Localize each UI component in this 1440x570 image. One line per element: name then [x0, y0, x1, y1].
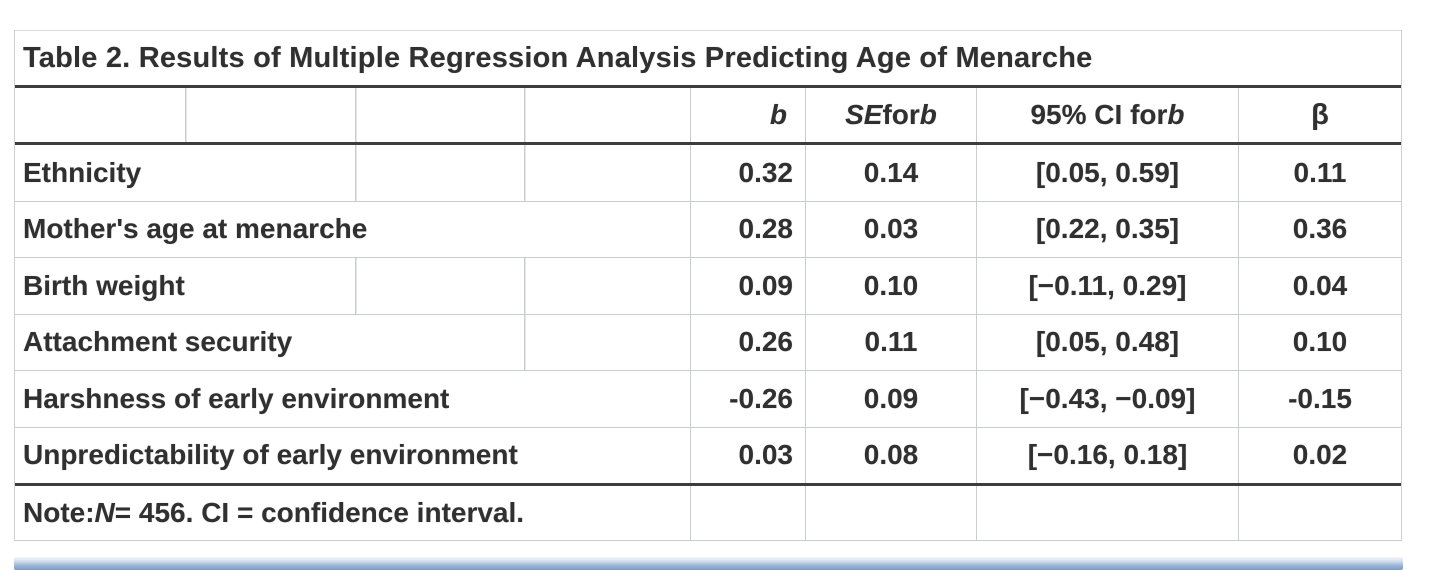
- header-beta: β: [1238, 88, 1401, 142]
- cell-beta: 0.04: [1238, 258, 1401, 314]
- header-se: SE for b: [805, 88, 976, 142]
- cell-se: 0.10: [805, 258, 976, 314]
- note-prefix: Note:: [23, 497, 95, 528]
- note-empty-cell-se: [805, 486, 976, 540]
- note-empty-cell-b: [690, 486, 805, 540]
- cell-se: 0.11: [805, 314, 976, 370]
- cell-b: -0.26: [690, 371, 805, 427]
- cell-se: 0.03: [805, 201, 976, 257]
- cell-b: 0.28: [690, 201, 805, 257]
- decorative-blue-bar: [14, 557, 1403, 570]
- cell-ci: [0.22, 0.35]: [976, 201, 1238, 257]
- header-se-for: for: [882, 99, 920, 130]
- cell-b: 0.09: [690, 258, 805, 314]
- header-ci-text: 95% CI for: [1030, 99, 1168, 130]
- header-b-text: b: [769, 99, 787, 130]
- note-n-symbol: N: [94, 497, 115, 528]
- cell-se: 0.08: [805, 427, 976, 483]
- table-row: Ethnicity 0.32 0.14 [0.05, 0.59] 0.11: [15, 145, 1401, 202]
- cell-b: 0.26: [690, 314, 805, 370]
- table-title: Table 2. Results of Multiple Regression …: [15, 31, 1401, 88]
- row-label: Harshness of early environment: [23, 382, 450, 414]
- cell-b: 0.03: [690, 427, 805, 483]
- cell-se: 0.09: [805, 371, 976, 427]
- note-suffix: = 456. CI = confidence interval.: [114, 497, 525, 528]
- cell-beta: 0.10: [1238, 314, 1401, 370]
- note-empty-cell-beta: [1238, 486, 1401, 540]
- header-b: b: [690, 88, 805, 142]
- table-header-row: b SE for b 95% CI for b β: [15, 88, 1401, 145]
- cell-beta: 0.36: [1238, 201, 1401, 257]
- cell-beta: -0.15: [1238, 371, 1401, 427]
- row-label: Mother's age at menarche: [23, 213, 368, 245]
- row-label: Attachment security: [15, 314, 690, 370]
- header-beta-text: β: [1311, 98, 1329, 131]
- header-se-b: b: [919, 99, 937, 130]
- cell-se: 0.14: [805, 145, 976, 201]
- table-note-row: Note: N = 456. CI = confidence interval.: [15, 486, 1401, 541]
- cell-beta: 0.11: [1238, 145, 1401, 201]
- cell-ci: [0.05, 0.48]: [976, 314, 1238, 370]
- header-ci-b: b: [1167, 99, 1185, 130]
- row-label: Unpredictability of early environment: [23, 439, 518, 471]
- table-title-text: Table 2. Results of Multiple Regression …: [23, 41, 1093, 74]
- header-ci: 95% CI for b: [976, 88, 1238, 142]
- cell-ci: [−0.16, 0.18]: [976, 427, 1238, 483]
- cell-ci: [−0.43, −0.09]: [976, 371, 1238, 427]
- regression-results-table: Table 2. Results of Multiple Regression …: [14, 30, 1402, 541]
- table-note: Note: N = 456. CI = confidence interval.: [15, 486, 690, 540]
- cell-beta: 0.02: [1238, 427, 1401, 483]
- header-se-se: SE: [845, 99, 883, 130]
- table-row: Birth weight 0.09 0.10 [−0.11, 0.29] 0.0…: [15, 258, 1401, 315]
- cell-b: 0.32: [690, 145, 805, 201]
- cell-ci: [0.05, 0.59]: [976, 145, 1238, 201]
- note-empty-cell-ci: [976, 486, 1238, 540]
- table-row: Harshness of early environment -0.26 0.0…: [15, 371, 1401, 428]
- row-label: Birth weight: [15, 258, 690, 314]
- header-label-cell: [15, 88, 690, 142]
- table-row: Unpredictability of early environment 0.…: [15, 427, 1401, 486]
- table-row: Mother's age at menarche 0.28 0.03 [0.22…: [15, 201, 1401, 258]
- cell-ci: [−0.11, 0.29]: [976, 258, 1238, 314]
- table-row: Attachment security 0.26 0.11 [0.05, 0.4…: [15, 314, 1401, 371]
- row-label: Ethnicity: [15, 145, 690, 201]
